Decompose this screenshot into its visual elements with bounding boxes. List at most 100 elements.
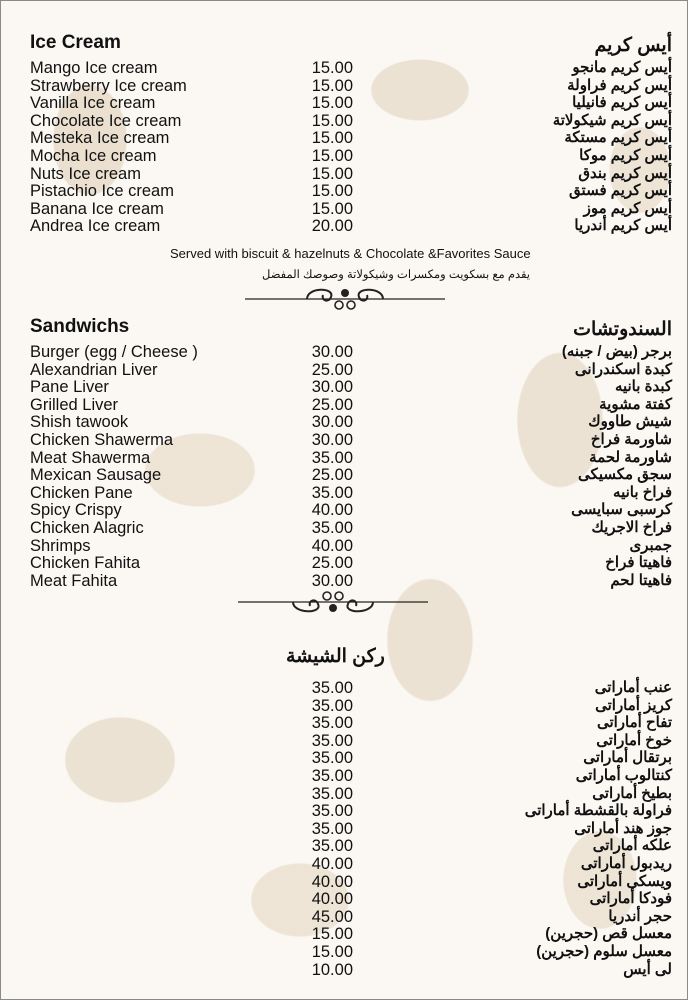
menu-item: 15.00 معسل سلوم (حجرين) [0, 943, 688, 961]
menu-item: Andrea Ice cream 20.00 أيس كريم أندريا [0, 217, 688, 235]
item-price: 25.00 [311, 554, 353, 573]
item-price: 15.00 [311, 94, 353, 113]
item-price: 25.00 [311, 360, 353, 379]
item-price: 15.00 [311, 199, 353, 218]
item-name-ar: فراولة بالقشطة أماراتى [524, 802, 672, 820]
item-name-ar: أيس كريم فستق [569, 182, 672, 200]
item-name-en: Chocolate Ice cream [30, 111, 182, 130]
menu-item: 35.00 خوخ أماراتى [0, 732, 688, 750]
item-name-en: Meat Fahita [30, 571, 118, 590]
item-name-en: Pane Liver [30, 378, 109, 397]
menu-item: 15.00 معسل قص (حجرين) [0, 925, 688, 943]
item-price: 15.00 [311, 147, 353, 165]
item-price: 15.00 [311, 943, 353, 961]
ice-cream-title-ar: أيس كريم [594, 35, 672, 56]
shisha-title-ar: ركن الشيشة [286, 646, 385, 667]
item-price: 35.00 [311, 767, 353, 785]
item-price: 40.00 [311, 501, 353, 520]
ice-cream-title: Ice Cream [30, 32, 121, 53]
item-price: 15.00 [311, 59, 353, 77]
item-name-ar: شيش طاووك [588, 413, 672, 431]
item-price: 15.00 [311, 164, 353, 183]
menu-item: 35.00 تفاح أماراتى [0, 714, 688, 732]
item-name-ar: برتقال أماراتى [583, 749, 672, 767]
item-name-ar: ريدبول أماراتى [580, 855, 672, 872]
item-name-ar: كنتالوب أماراتى [575, 767, 672, 784]
item-price: 35.00 [311, 784, 353, 803]
item-price: 35.00 [311, 837, 353, 856]
item-price: 35.00 [311, 448, 353, 467]
menu-item: Mocha Ice cream 15.00 أيس كريم موكا [0, 147, 688, 165]
item-name-en: Meat Shawerma [30, 448, 151, 467]
item-name-en: Grilled Liver [30, 395, 119, 414]
item-name-en: Chicken Fahita [30, 554, 141, 573]
menu-item: Chicken Pane 35.00 فراخ بانيه [0, 484, 688, 502]
menu-item: 35.00 علكه أماراتى [0, 837, 688, 855]
item-name-en: Mesteka Ice cream [30, 129, 170, 148]
item-price: 35.00 [311, 731, 353, 750]
item-price: 35.00 [311, 714, 353, 733]
item-name-ar: كبدة بانيه [614, 378, 672, 396]
item-price: 15.00 [311, 111, 353, 130]
item-price: 45.00 [311, 907, 353, 926]
menu-item: Burger (egg / Cheese ) 30.00 برجر (بيض / ج… [0, 343, 688, 361]
item-name-en: Alexandrian Liver [30, 360, 158, 379]
menu-item: 35.00 بطيخ أماراتى [0, 785, 688, 803]
item-price: 15.00 [311, 129, 353, 148]
menu-item: 35.00 جوز هند أماراتى [0, 820, 688, 838]
item-price: 35.00 [311, 819, 353, 838]
item-name-ar: كريز أماراتى [595, 696, 672, 714]
menu-item: Chicken Alagric 35.00 فراخ الاجريك [0, 519, 688, 537]
item-price: 40.00 [311, 536, 353, 555]
item-price: 30.00 [311, 343, 353, 361]
item-name-en: Shrimps [30, 536, 91, 555]
item-name-ar: فاهيتا لحم [610, 571, 672, 589]
item-name-ar: أيس كريم أندريا [574, 217, 672, 235]
item-price: 40.00 [311, 855, 353, 873]
sandwiches-title-ar: السندوتشات [573, 319, 672, 340]
item-name-en: Andrea Ice cream [30, 217, 161, 236]
item-name-ar: أيس كريم مانجو [572, 59, 672, 76]
item-price: 10.00 [311, 960, 353, 979]
ice-cream-note-ar: يقدم مع بسكويت ومكسرات وشيكولاتة وصوصك ا… [262, 269, 530, 281]
menu-item: Shrimps 40.00 جمبرى [0, 537, 688, 555]
item-name-ar: جمبرى [629, 536, 673, 554]
item-price: 30.00 [311, 413, 353, 432]
item-name-en: Pistachio Ice cream [30, 182, 174, 201]
item-price: 25.00 [311, 466, 353, 485]
item-name-en: Mango Ice cream [30, 59, 158, 77]
item-name-ar: معسل سلوم (حجرين) [536, 943, 672, 960]
item-name-en: Chicken Shawerma [30, 431, 174, 449]
item-name-ar: فودكا أماراتى [589, 890, 672, 908]
item-name-ar: كفتة مشوية [599, 395, 672, 413]
item-name-ar: شاورمة لحمة [589, 448, 672, 466]
item-price: 35.00 [311, 679, 353, 697]
item-name-ar: معسل قص (حجرين) [545, 925, 672, 943]
item-name-en: Vanilla Ice cream [30, 94, 156, 113]
item-name-ar: أيس كريم فراولة [567, 76, 672, 94]
item-name-ar: تفاح أماراتى [596, 714, 672, 732]
item-name-ar: فاهيتا فراخ [605, 554, 672, 572]
menu-item: Mexican Sausage 25.00 سجق مكسيكى [0, 466, 688, 484]
item-name-ar: ويسكى أماراتى [577, 872, 672, 890]
menu-item: Spicy Crispy 40.00 كرسبى سبايسى [0, 501, 688, 519]
item-price: 40.00 [311, 890, 353, 909]
menu-item: Shish tawook 30.00 شيش طاووك [0, 413, 688, 431]
item-name-ar: أيس كريم موكا [579, 147, 672, 164]
menu-item: Alexandrian Liver 25.00 كبدة اسكندرانى [0, 361, 688, 379]
menu-item: Chicken Fahita 25.00 فاهيتا فراخ [0, 554, 688, 572]
item-name-ar: خوخ أماراتى [596, 731, 672, 749]
menu-item: Chocolate Ice cream 15.00 أيس كريم شيكولات… [0, 112, 688, 130]
item-name-ar: أيس كريم شيكولاتة [552, 111, 672, 129]
item-name-ar: عنب أماراتى [594, 679, 672, 696]
item-name-ar: علكه أماراتى [592, 837, 672, 855]
menu-item: Mango Ice cream 15.00 أيس كريم مانجو [0, 59, 688, 77]
menu-item: 40.00 ريدبول أماراتى [0, 855, 688, 873]
item-price: 35.00 [311, 483, 353, 502]
item-price: 30.00 [311, 378, 353, 397]
ornament-divider-icon [245, 288, 445, 310]
menu-item: 35.00 عنب أماراتى [0, 679, 688, 697]
menu-item: 40.00 فودكا أماراتى [0, 890, 688, 908]
menu-item: Chicken Shawerma 30.00 شاورمة فراخ [0, 431, 688, 449]
item-name-ar: كرسبى سبايسى [571, 501, 672, 519]
